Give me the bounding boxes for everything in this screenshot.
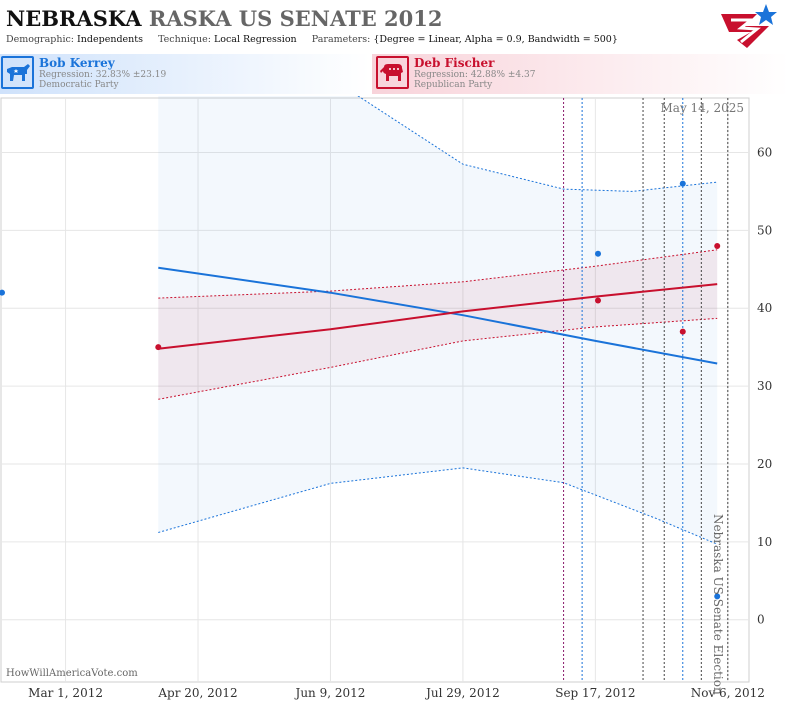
technique-value: Local Regression (213, 34, 297, 45)
watermark: HowWillAmericaVote.com (6, 668, 138, 679)
poll-chart: 0 10 20 30 40 50 60 Mar 1, 2012 Apr 20, 2012 Jun… (0, 96, 772, 700)
title-sub: RASKA US SENATE 2012 (148, 6, 443, 31)
x-tick-label: Sep 17, 2012 (555, 686, 635, 700)
upper-bound-line (357, 96, 718, 192)
donkey-icon (1, 56, 34, 89)
y-tick-label: 20 (757, 457, 772, 471)
parameters-line: Demographic: Independents Technique: Loc… (6, 34, 618, 45)
y-tick-label: 50 (757, 223, 772, 237)
y-tick-label: 30 (757, 379, 772, 393)
site-logo-icon[interactable] (717, 2, 779, 52)
confidence-band (158, 249, 718, 400)
parameters-value: {Degree = Linear, Alpha = 0.9, Bandwidth… (373, 34, 618, 45)
demographic-value: Independents (77, 34, 143, 45)
y-tick-label: 60 (757, 146, 772, 160)
x-tick-label: Nov 6, 2012 (691, 686, 765, 700)
confidence-band (158, 96, 718, 545)
plot-frame (0, 97, 750, 683)
title-main: NEBRASKA (6, 6, 142, 31)
y-tick-label: 10 (757, 535, 772, 549)
event-label: Nebraska US Senate Election (711, 514, 725, 695)
poll-point (0, 289, 5, 296)
y-tick-label: 0 (757, 613, 765, 627)
trend-line (158, 266, 718, 365)
trend-lines (158, 266, 718, 365)
poll-points (0, 180, 721, 600)
candidate-regression: Regression: 42.88% ±4.37 (414, 70, 536, 80)
candidate-bar-background (0, 54, 789, 94)
x-tick-label: Jun 9, 2012 (294, 686, 366, 700)
y-axis-ticks: 0 10 20 30 40 50 60 (757, 146, 772, 627)
lower-bound-line (158, 317, 718, 400)
candidate-regression: Regression: 32.83% ±23.19 (39, 70, 167, 80)
poll-point (679, 328, 686, 335)
candidate-party: Democratic Party (39, 80, 119, 90)
date-label: May 14, 2025 (661, 101, 744, 115)
y-tick-label: 40 (757, 301, 772, 315)
candidate-name: Deb Fischer (414, 56, 495, 70)
poll-point (714, 593, 721, 600)
candidate-name: Bob Kerrey (39, 56, 115, 70)
x-tick-label: Jul 29, 2012 (424, 686, 500, 700)
candidate-bar: Bob Kerrey Regression: 32.83% ±23.19 Dem… (0, 54, 789, 94)
elephant-icon (376, 56, 409, 89)
lower-bound-line (158, 467, 718, 545)
technique-label: Technique: (158, 34, 211, 45)
upper-bound-line (158, 249, 718, 299)
x-tick-label: Mar 1, 2012 (28, 686, 103, 700)
poll-point (714, 242, 721, 249)
event-lines (563, 98, 729, 682)
poll-point (595, 297, 602, 304)
grid (2, 98, 749, 682)
trend-line (158, 283, 718, 350)
candidate-party: Republican Party (414, 80, 493, 90)
header: NEBRASKA RASKA US SENATE 2012 Demographi… (0, 0, 789, 52)
demographic-label: Demographic: (6, 34, 75, 45)
candidate-kerrey[interactable]: Bob Kerrey Regression: 32.83% ±23.19 Dem… (0, 54, 370, 94)
page-title: NEBRASKA RASKA US SENATE 2012 (6, 6, 443, 31)
poll-point (155, 344, 162, 351)
confidence-bands (158, 96, 718, 545)
poll-point (679, 180, 686, 187)
candidate-fischer[interactable]: Deb Fischer Regression: 42.88% ±4.37 Rep… (375, 54, 789, 94)
x-axis-ticks: Mar 1, 2012 Apr 20, 2012 Jun 9, 2012 Jul 29… (28, 686, 765, 700)
poll-point (595, 250, 602, 257)
parameters-label: Parameters: (311, 34, 371, 45)
x-tick-label: Apr 20, 2012 (157, 686, 237, 700)
